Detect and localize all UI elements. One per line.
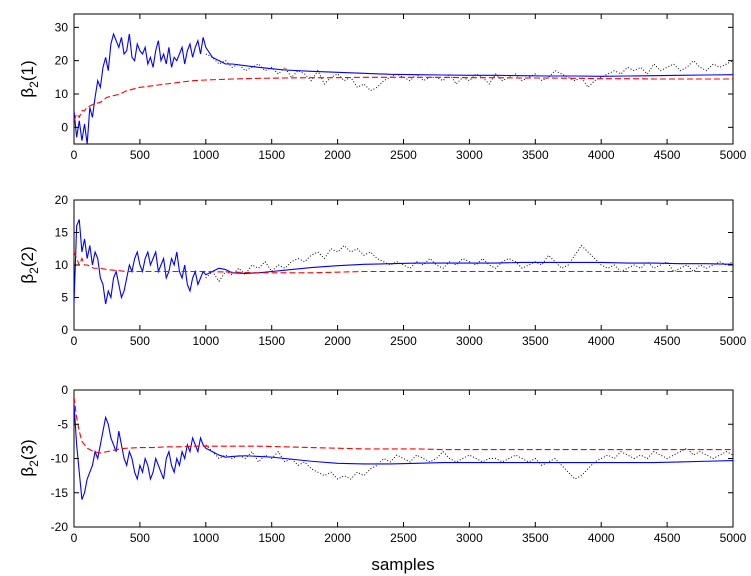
x-tick-label: 0 <box>71 531 78 545</box>
y-tick-label: 20 <box>55 54 69 68</box>
y-tick-label: 10 <box>55 87 69 101</box>
x-tick-label: 4500 <box>654 148 681 162</box>
x-tick-label: 1000 <box>192 531 219 545</box>
x-tick-label: 500 <box>130 148 150 162</box>
subplot-1-series-solid-line <box>74 32 733 144</box>
y-tick-label: 20 <box>55 193 69 207</box>
x-tick-label: 2000 <box>324 334 351 348</box>
subplot-3-ticks: 0 500 1000 1500 2000 2500 3000 3500 4000 4500 5000… <box>51 383 747 545</box>
subplot-3-xlabel: samples <box>371 555 434 574</box>
subplot-2-ylabel: β2(2) <box>18 246 41 283</box>
subplot-1-ticks: 0 500 1000 1500 2000 2500 3000 3500 4000 4500 5000… <box>55 14 747 162</box>
x-tick-label: 500 <box>130 531 150 545</box>
x-tick-label: 1500 <box>258 531 285 545</box>
x-tick-label: 5000 <box>720 531 747 545</box>
x-tick-label: 4000 <box>588 334 615 348</box>
subplot-3: 0 500 1000 1500 2000 2500 3000 3500 4000 4500 5000… <box>18 383 747 574</box>
x-tick-label: 0 <box>71 334 78 348</box>
x-tick-label: 3000 <box>456 531 483 545</box>
x-tick-label: 2500 <box>390 148 417 162</box>
x-tick-label: 1500 <box>258 334 285 348</box>
x-tick-label: 3500 <box>522 334 549 348</box>
y-tick-label: 0 <box>61 120 68 134</box>
subplot-2-series-dotted-line <box>205 244 733 283</box>
x-tick-label: 2500 <box>390 531 417 545</box>
y-tick-label: 5 <box>61 291 68 305</box>
x-tick-label: 1000 <box>192 148 219 162</box>
x-tick-label: 2000 <box>324 148 351 162</box>
subplot-1-series <box>74 32 733 144</box>
subplot-3-ylabel: β2(3) <box>18 439 41 476</box>
x-tick-label: 1000 <box>192 334 219 348</box>
x-tick-label: 4000 <box>588 148 615 162</box>
y-tick-label: 30 <box>55 20 69 34</box>
subplot-2-ticks: 0 500 1000 1500 2000 2500 3000 3500 4000 4500 5000… <box>55 193 747 348</box>
subplot-2-series-solid-line <box>74 219 733 305</box>
y-tick-label: -5 <box>57 417 68 431</box>
subplot-3-series-solid-line <box>74 403 733 500</box>
x-tick-label: 4500 <box>654 531 681 545</box>
y-tick-label: -15 <box>51 486 69 500</box>
subplot-2-series <box>74 219 733 305</box>
x-tick-label: 3000 <box>456 334 483 348</box>
x-tick-label: 3000 <box>456 148 483 162</box>
subplot-2-series-dashed-line <box>74 251 733 274</box>
x-tick-label: 3500 <box>522 148 549 162</box>
subplot-1-series-dashed-line <box>74 76 733 121</box>
subplot-3-series-dotted-line <box>205 444 733 480</box>
subplot-2: 0 500 1000 1500 2000 2500 3000 3500 4000 4500 5000… <box>18 193 747 348</box>
y-tick-label: 0 <box>61 383 68 397</box>
x-tick-label: 5000 <box>720 334 747 348</box>
y-tick-label: 10 <box>55 258 69 272</box>
y-tick-label: 0 <box>61 323 68 337</box>
x-tick-label: 500 <box>130 334 150 348</box>
x-tick-label: 2500 <box>390 334 417 348</box>
subplot-3-series <box>74 396 733 500</box>
x-tick-label: 4000 <box>588 531 615 545</box>
subplot-1-ylabel: β2(1) <box>18 60 41 97</box>
x-tick-label: 1500 <box>258 148 285 162</box>
subplot-3-series-dashed-line <box>74 396 733 454</box>
y-tick-label: 15 <box>55 226 69 240</box>
x-tick-label: 3500 <box>522 531 549 545</box>
x-tick-label: 0 <box>71 148 78 162</box>
subplot-1: 0 500 1000 1500 2000 2500 3000 3500 4000 4500 5000… <box>18 13 747 162</box>
subplot-1-series-dotted-line <box>205 53 733 92</box>
y-tick-label: -10 <box>51 452 69 466</box>
x-tick-label: 5000 <box>720 148 747 162</box>
x-tick-label: 2000 <box>324 531 351 545</box>
y-tick-label: -20 <box>51 520 69 534</box>
x-tick-label: 4500 <box>654 334 681 348</box>
